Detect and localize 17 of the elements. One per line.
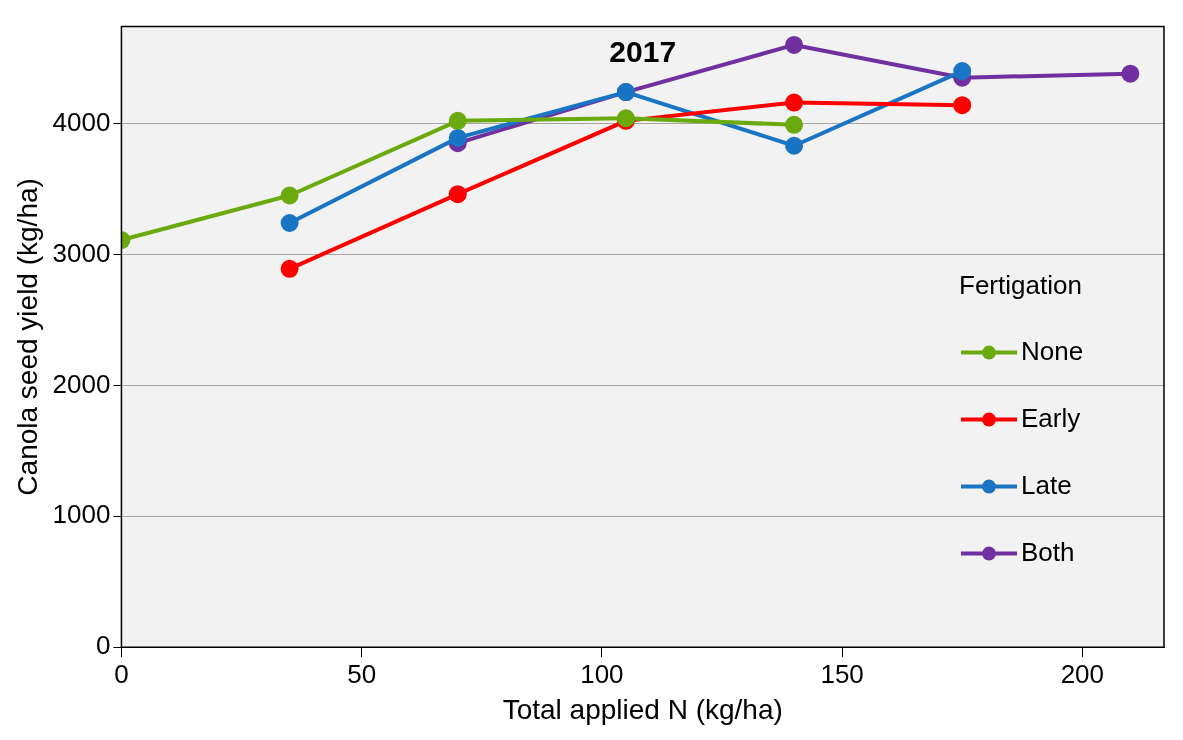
x-tick-label: 50 xyxy=(347,658,377,689)
legend-label: Late xyxy=(1021,469,1072,500)
x-tick-label: 200 xyxy=(1060,658,1105,689)
legend-label: Both xyxy=(1021,536,1075,567)
y-tick-label: 2000 xyxy=(52,368,111,399)
y-tick-label: 0 xyxy=(95,630,111,661)
legend-label: Early xyxy=(1021,402,1081,433)
y-tick-label: 3000 xyxy=(52,237,111,268)
x-tick-label: 150 xyxy=(820,658,864,689)
y-axis-title: Canola seed yield (kg/ha) xyxy=(11,178,43,496)
legend-title: Fertigation xyxy=(959,269,1082,300)
y-tick-label: 4000 xyxy=(52,106,111,137)
y-tick-label: 1000 xyxy=(52,499,111,530)
x-axis-title: Total applied N (kg/ha) xyxy=(502,693,783,725)
x-tick-label: 100 xyxy=(580,658,624,689)
chart-title: 2017 xyxy=(609,34,677,68)
legend-label: None xyxy=(1021,335,1084,366)
